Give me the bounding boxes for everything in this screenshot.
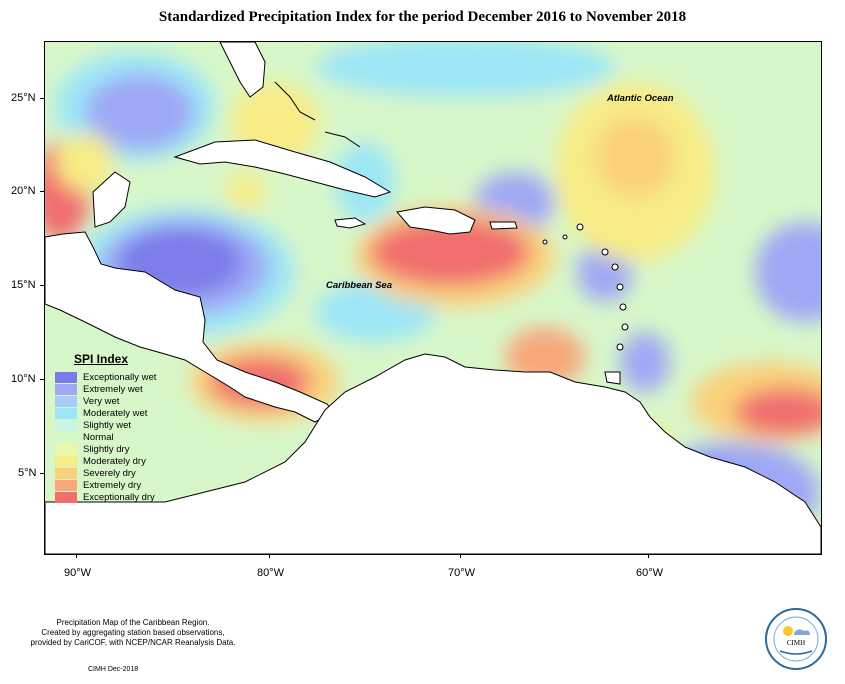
svg-text:CIMH: CIMH — [787, 639, 805, 647]
legend-item: Slightly wet — [55, 420, 177, 432]
land-masses — [45, 42, 821, 554]
lon-tick — [269, 554, 270, 558]
footer-line-2: Created by aggregating station based obs… — [41, 628, 225, 637]
legend-swatch — [55, 384, 77, 396]
legend-label: Extremely dry — [83, 480, 142, 492]
lon-label-90w: 90°W — [64, 567, 92, 579]
legend-item: Exceptionally wet — [55, 372, 177, 384]
lon-tick — [460, 554, 461, 558]
bahamas — [274, 81, 361, 148]
legend-label: Normal — [83, 432, 114, 444]
legend-items: Exceptionally wet Extremely wet Very wet Mo… — [55, 372, 177, 504]
atlantic-ocean-label: Atlantic Ocean — [607, 93, 674, 104]
footer-line-3: provided by CariCOF, with NCEP/NCAR Rean… — [30, 638, 236, 647]
spi-map-canvas — [45, 42, 821, 554]
legend-swatch — [55, 396, 77, 408]
legend-item: Slightly dry — [55, 444, 177, 456]
legend-label: Moderately dry — [83, 456, 146, 468]
legend-title: SPI Index — [74, 352, 129, 366]
spi-legend: SPI Index Exceptionally wet Extremely wet… — [55, 352, 177, 504]
legend-label: Exceptionally wet — [83, 372, 157, 384]
legend-item: Severely dry — [55, 468, 177, 480]
lat-tick — [40, 285, 44, 286]
legend-swatch — [55, 444, 77, 456]
legend-label: Moderately wet — [83, 408, 148, 420]
lat-label-25n: 25°N — [11, 92, 36, 104]
lat-label-10n: 10°N — [11, 373, 36, 385]
lat-tick — [40, 98, 44, 99]
legend-item: Normal — [55, 432, 177, 444]
legend-label: Slightly dry — [83, 444, 130, 456]
legend-label: Slightly wet — [83, 420, 132, 432]
lon-tick — [648, 554, 649, 558]
legend-swatch — [55, 480, 77, 492]
lon-label-80w: 80°W — [257, 567, 285, 579]
legend-label: Very wet — [83, 396, 120, 408]
lat-label-5n: 5°N — [18, 467, 37, 479]
legend-swatch — [55, 456, 77, 468]
legend-item: Extremely wet — [55, 384, 177, 396]
footer-note: Precipitation Map of the Caribbean Regio… — [13, 618, 253, 648]
spi-map — [44, 41, 822, 555]
lat-label-15n: 15°N — [11, 279, 36, 291]
legend-swatch — [55, 420, 77, 432]
footer-line-1: Precipitation Map of the Caribbean Regio… — [56, 618, 210, 627]
lat-tick — [40, 379, 44, 380]
lon-label-70w: 70°W — [448, 567, 476, 579]
lon-tick — [76, 554, 77, 558]
legend-label: Severely dry — [83, 468, 136, 480]
legend-swatch — [55, 492, 77, 504]
legend-item: Moderately dry — [55, 456, 177, 468]
legend-item: Very wet — [55, 396, 177, 408]
cimh-logo: CIMH — [764, 607, 828, 671]
credit-text: CIMH Dec-2018 — [88, 666, 139, 673]
lon-label-60w: 60°W — [636, 567, 664, 579]
legend-swatch — [55, 408, 77, 420]
cimh-logo-graphic: CIMH — [765, 608, 827, 670]
legend-item: Moderately wet — [55, 408, 177, 420]
legend-item: Extremely dry — [55, 480, 177, 492]
legend-item: Exceptionally dry — [55, 492, 177, 504]
lat-tick — [40, 191, 44, 192]
legend-swatch — [55, 468, 77, 480]
legend-label: Extremely wet — [83, 384, 143, 396]
caribbean-sea-label: Caribbean Sea — [326, 280, 392, 291]
legend-label: Exceptionally dry — [83, 492, 155, 504]
legend-swatch — [55, 372, 77, 384]
lesser-antilles — [542, 223, 629, 351]
map-title: Standardized Precipitation Index for the… — [158, 9, 687, 25]
lat-tick — [40, 473, 44, 474]
legend-swatch — [55, 432, 77, 444]
lat-label-20n: 20°N — [11, 185, 36, 197]
